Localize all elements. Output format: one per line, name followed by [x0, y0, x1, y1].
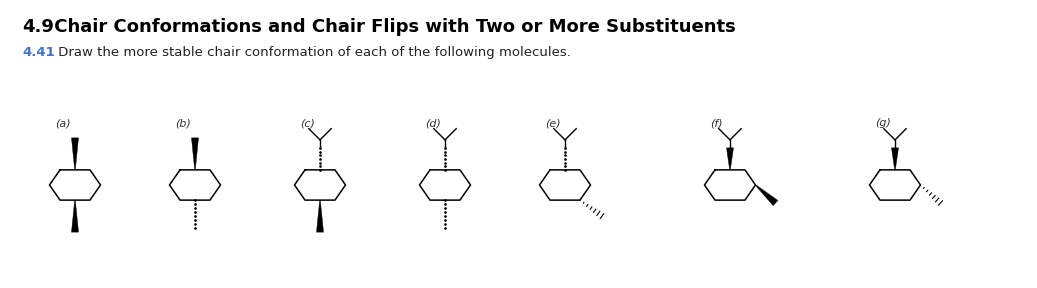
Polygon shape [892, 148, 898, 170]
Polygon shape [755, 185, 778, 206]
Text: (c): (c) [300, 118, 315, 128]
Text: (a): (a) [55, 118, 71, 128]
Text: (f): (f) [710, 118, 723, 128]
Polygon shape [316, 200, 324, 232]
Text: (d): (d) [425, 118, 441, 128]
Polygon shape [72, 138, 79, 170]
Polygon shape [727, 148, 733, 170]
Text: (b): (b) [175, 118, 191, 128]
Polygon shape [192, 138, 198, 170]
Text: 4.9: 4.9 [22, 18, 54, 36]
Text: Chair Conformations and Chair Flips with Two or More Substituents: Chair Conformations and Chair Flips with… [48, 18, 735, 36]
Text: 4.41: 4.41 [22, 46, 55, 59]
Text: Draw the more stable chair conformation of each of the following molecules.: Draw the more stable chair conformation … [54, 46, 571, 59]
Polygon shape [72, 200, 79, 232]
Text: (e): (e) [545, 118, 561, 128]
Text: (g): (g) [875, 118, 891, 128]
